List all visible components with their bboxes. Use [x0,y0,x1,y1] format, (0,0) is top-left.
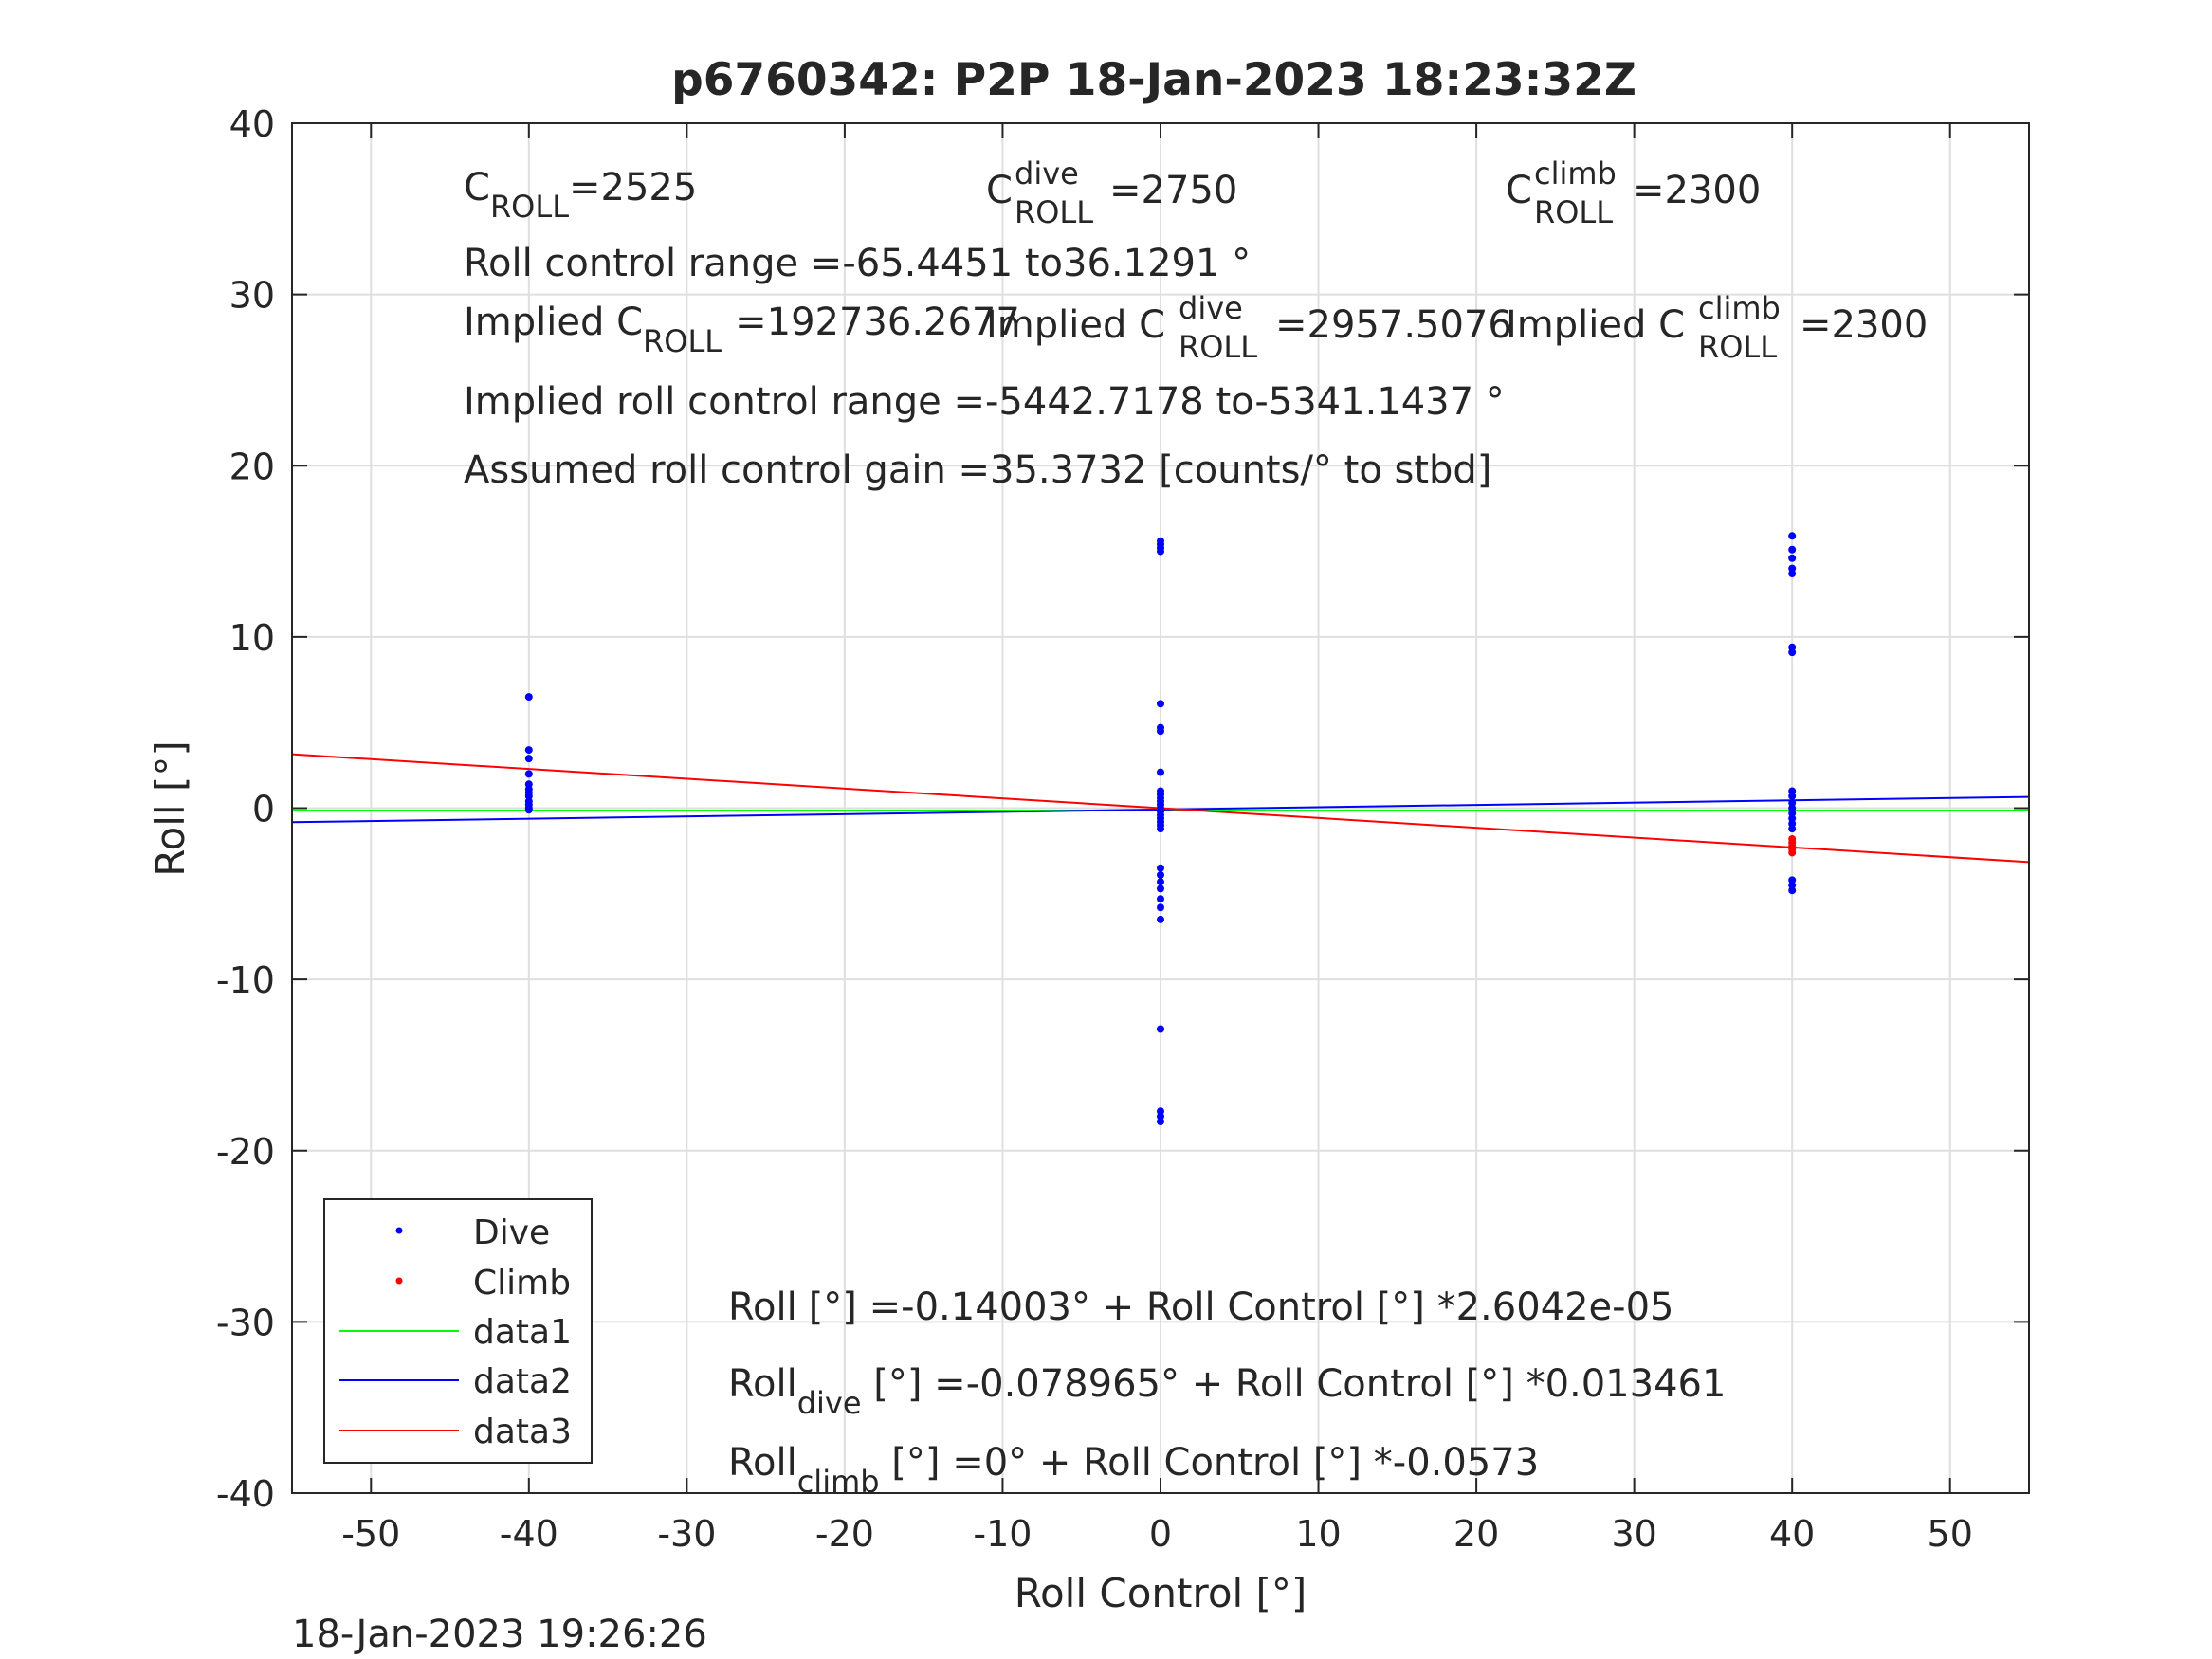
data-point-dive [1157,768,1164,776]
y-tick-label: -10 [216,959,275,1001]
x-tick-label: 30 [1611,1513,1656,1555]
legend-climb-label: Climb [473,1264,571,1303]
data-point-dive [1157,727,1164,736]
legend-dive-marker [395,1227,403,1234]
y-tick-label: -30 [216,1302,275,1343]
axes: -50 -40 -30 -20 -10 0 10 20 30 40 50 -40 -30 -20 -10 0 1… [216,103,2030,1555]
data-point-dive [1788,545,1797,554]
data-point-dive [1157,903,1164,912]
x-tick-label: -40 [500,1513,558,1555]
implied-c-roll-dive-value: =2957.5076 [1275,303,1512,347]
roll-control-range: Roll control range =-65.4451 to36.1291 ° [464,242,1251,285]
fit-equation-dive: Rolldive [°] =-0.078965° + Roll Control … [728,1362,1726,1421]
c-roll-climb-sub: ROLL [1534,194,1613,230]
data-point-dive [1157,1025,1164,1033]
implied-c-roll: Implied CROLL =192736.2677 [464,301,1020,359]
x-tick-label: 50 [1928,1513,1973,1555]
c-roll-dive-value: =2750 [1109,169,1237,212]
x-tick-label: -50 [341,1513,400,1555]
data-point-dive [1788,648,1797,657]
y-axis-label: Roll [°] [147,740,193,876]
x-tick-label: 10 [1295,1513,1341,1555]
x-tick-label: -30 [657,1513,716,1555]
data-points [524,532,1797,1126]
x-axis-label: Roll Control [°] [1015,1570,1307,1616]
legend-climb-marker [395,1277,403,1285]
y-tick-label: 10 [229,617,275,659]
legend-data1-label: data1 [473,1313,572,1352]
implied-c-roll-climb-sub: ROLL [1698,329,1777,365]
c-roll-dive-annotation: C [986,169,1013,212]
c-roll-climb-sup: climb [1534,155,1617,191]
data-point-dive [1157,1118,1164,1126]
data-point-dive [524,746,533,755]
fit-equations: Roll [°] =-0.14003° + Roll Control [°] *2… [728,1285,1726,1500]
implied-c-roll-climb-value: =2300 [1800,303,1928,347]
implied-c-roll-dive-sub: ROLL [1179,329,1257,365]
c-roll-annotation: CROLL=2525 [464,166,697,225]
x-tick-label: -10 [973,1513,1032,1555]
data-point-dive [1788,886,1797,895]
data-point-dive [524,770,533,778]
data-point-climb [1788,848,1797,857]
x-tick-label: 20 [1453,1513,1499,1555]
footer-timestamp: 18-Jan-2023 19:26:26 [292,1613,707,1656]
data-point-dive [1157,870,1164,879]
implied-c-roll-climb-sup: climb [1698,290,1781,326]
data-point-dive [1157,825,1164,833]
data-point-dive [1157,878,1164,886]
implied-c-roll-dive-sup: dive [1179,290,1243,326]
data-point-dive [1788,554,1797,562]
x-tick-label: 0 [1149,1513,1172,1555]
c-roll-dive-sub: ROLL [1015,194,1093,230]
data-point-dive [1157,547,1164,556]
y-tick-label: 30 [229,275,275,317]
data-point-dive [524,693,533,702]
data-point-dive [1157,700,1164,708]
data-point-dive [524,755,533,763]
implied-roll-control-range: Implied roll control range =-5442.7178 t… [464,380,1505,424]
data-point-dive [524,806,533,814]
y-tick-label: -20 [216,1131,275,1173]
data-point-dive [1788,792,1797,800]
data-point-dive [1157,864,1164,872]
x-tick-label: 40 [1769,1513,1815,1555]
fit-equation-all: Roll [°] =-0.14003° + Roll Control [°] *2… [728,1285,1673,1329]
y-tick-label: -40 [216,1473,275,1515]
implied-c-roll-dive-prefix: Implied C [986,303,1165,347]
c-roll-climb-value: =2300 [1633,169,1761,212]
data-point-dive [1788,532,1797,540]
assumed-roll-control-gain: Assumed roll control gain =35.3732 [coun… [464,448,1491,492]
fit-equation-climb: Rollclimb [°] =0° + Roll Control [°] *-0… [728,1441,1539,1500]
implied-c-roll-climb-prefix: Implied C [1506,303,1685,347]
legend-data2-label: data2 [473,1362,572,1401]
y-tick-label: 40 [229,103,275,145]
y-tick-label: 20 [229,446,275,487]
data-point-dive [1788,570,1797,578]
c-roll-dive-sup: dive [1015,155,1079,191]
c-roll-climb-annotation: C [1506,169,1532,212]
chart-title: p6760342: P2P 18-Jan-2023 18:23:32Z [671,54,1636,106]
data-point-dive [1157,884,1164,893]
data-point-dive [1157,895,1164,903]
legend-dive-label: Dive [473,1213,550,1252]
legend: Dive Climb data1 data2 data3 [323,1198,593,1464]
x-tick-label: -20 [815,1513,874,1555]
parameter-annotations: CROLL=2525 C dive ROLL =2750 C climb ROL… [464,155,1928,492]
y-tick-label: 0 [252,789,275,830]
data-point-dive [1157,915,1164,923]
data-point-dive [1788,825,1797,833]
legend-data3-label: data3 [473,1413,572,1451]
